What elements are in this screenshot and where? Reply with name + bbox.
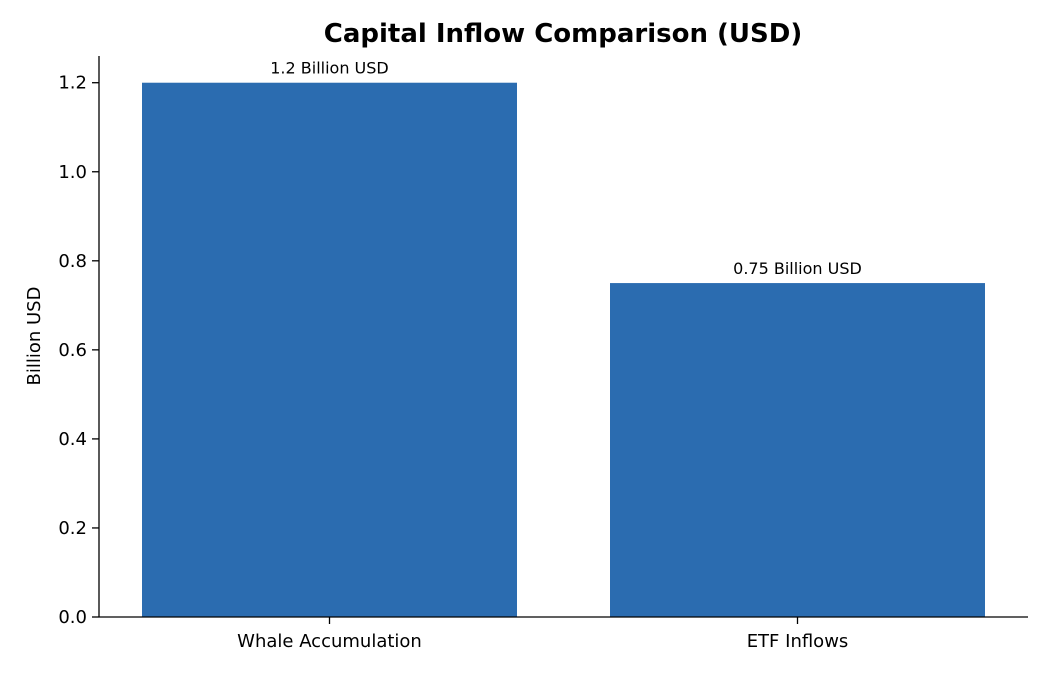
y-tick-label-6: 1.0 bbox=[58, 162, 87, 183]
data-label-1: 1.2 Billion USD bbox=[270, 59, 389, 78]
y-tick-label-1: 0.0 bbox=[58, 607, 87, 628]
y-tick-label-7: 1.2 bbox=[58, 73, 87, 94]
x-tick-label-1: Whale Accumulation bbox=[237, 631, 422, 652]
axes-layer: 0.0 0.2 0.4 0.6 0.8 1.0 1.2 Whale Accumulation E… bbox=[58, 56, 1028, 652]
y-tick-label-4: 0.6 bbox=[58, 340, 87, 361]
bars-layer: 1.2 Billion USD 0.75 Billion USD bbox=[142, 59, 985, 617]
data-label-2: 0.75 Billion USD bbox=[733, 259, 862, 278]
bar-2 bbox=[610, 283, 985, 617]
y-tick-label-2: 0.2 bbox=[58, 518, 87, 539]
x-tick-label-2: ETF Inflows bbox=[747, 631, 849, 652]
chart-title: Capital Inflow Comparison (USD) bbox=[324, 19, 803, 49]
y-tick-label-3: 0.4 bbox=[58, 429, 87, 450]
y-axis-label: Billion USD bbox=[24, 287, 45, 386]
y-tick-label-5: 0.8 bbox=[58, 251, 87, 272]
bar-1 bbox=[142, 82, 517, 617]
